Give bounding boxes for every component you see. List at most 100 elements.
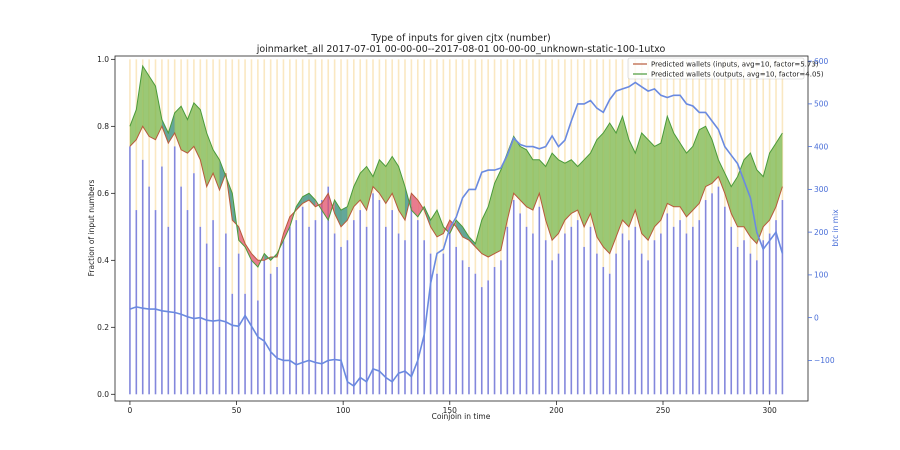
bar <box>768 233 771 395</box>
outputs-line <box>129 64 783 268</box>
fill-segment <box>731 176 738 227</box>
fill-segment <box>718 159 725 194</box>
y-axis-left: 0.0 0.2 0.4 0.6 0.8 1.0 <box>97 55 115 399</box>
bar <box>263 260 266 395</box>
bar-top <box>455 59 457 247</box>
bar <box>679 220 681 395</box>
bar <box>385 226 387 395</box>
y-axis-right: −100 0 100 200 300 400 500 600 <box>808 57 835 365</box>
bar <box>429 253 432 395</box>
fill-segment <box>552 153 559 241</box>
y2-tick-label: 600 <box>814 57 829 66</box>
fill-segment <box>539 159 546 221</box>
bar-top <box>544 59 547 241</box>
bar-top <box>500 59 502 261</box>
bar-top <box>282 59 285 241</box>
bar-top <box>423 59 425 241</box>
bar-top <box>301 59 304 207</box>
x-tick-label: 250 <box>656 406 671 415</box>
bar <box>583 246 585 395</box>
bar <box>480 287 483 395</box>
bar <box>154 210 157 395</box>
bar <box>589 226 592 395</box>
bar <box>647 260 649 395</box>
fill-segment <box>251 253 258 268</box>
fill-segment <box>622 116 629 227</box>
bar <box>436 273 438 395</box>
bar <box>749 253 752 395</box>
bar-top <box>353 59 355 221</box>
fill-segment <box>520 146 527 207</box>
bar-top <box>346 59 349 241</box>
inputs-line <box>129 125 783 261</box>
legend: Predicted wallets (inputs, avg=10, facto… <box>627 57 824 80</box>
y2-axis-label: btc in mix <box>831 209 840 247</box>
fill-segment <box>648 139 655 241</box>
y2-tick-label: 300 <box>814 185 829 194</box>
bar <box>608 273 611 395</box>
bar <box>704 200 707 395</box>
bar-top <box>244 59 246 294</box>
fill-segment <box>264 253 271 261</box>
bar <box>640 253 643 395</box>
bar-top <box>570 59 573 227</box>
bar <box>736 246 739 395</box>
fill-segment <box>590 139 597 237</box>
bar <box>474 273 477 395</box>
bar <box>321 200 323 395</box>
fill-segment <box>193 102 201 160</box>
y-tick-label: 0.6 <box>97 189 109 198</box>
fill-segment <box>577 159 585 227</box>
bar <box>487 280 489 395</box>
bar <box>634 226 637 395</box>
bar-top <box>321 59 323 201</box>
fill-segment <box>379 159 386 204</box>
fill-segment <box>347 186 354 221</box>
bar <box>493 267 496 395</box>
lines-layer <box>129 64 784 388</box>
fill-segment <box>513 136 521 201</box>
bar <box>692 226 694 395</box>
fill-segment <box>334 200 342 227</box>
bar <box>557 253 560 395</box>
bar <box>576 220 579 395</box>
bar-top <box>461 59 464 261</box>
bar <box>781 200 784 395</box>
bar <box>525 226 528 395</box>
bar <box>257 300 259 395</box>
bar <box>314 220 317 395</box>
bar <box>180 186 182 395</box>
bar <box>365 226 368 395</box>
bar <box>564 233 566 395</box>
bar-top <box>263 59 266 261</box>
x-axis: 0 50 100 150 200 250 300 <box>128 401 777 415</box>
y2-tick-label: 500 <box>814 100 829 109</box>
fill-segment <box>609 122 617 254</box>
bar <box>231 293 234 395</box>
legend-box <box>627 57 805 80</box>
y2-tick-label: 100 <box>814 271 829 280</box>
y-tick-label: 0.4 <box>97 256 109 265</box>
bar-top <box>161 59 163 167</box>
bar-top <box>685 59 688 234</box>
bar <box>359 210 362 395</box>
y-axis-label: Fraction of input numbers <box>87 180 96 277</box>
bar-top <box>474 59 477 274</box>
bar <box>129 146 131 395</box>
bar <box>141 159 144 395</box>
bar <box>538 206 541 395</box>
bar-top <box>429 59 432 254</box>
bar-top <box>327 59 330 187</box>
bar-top <box>506 59 509 227</box>
bar <box>448 233 451 395</box>
bar <box>135 210 138 395</box>
bar <box>621 233 624 395</box>
fill-segment <box>558 159 565 234</box>
bar <box>615 253 617 395</box>
bar <box>775 220 777 395</box>
fill-segment <box>526 149 533 211</box>
bar <box>570 226 573 395</box>
y2-tick-label: −100 <box>814 356 835 365</box>
bar <box>269 273 272 395</box>
fill-segment <box>213 149 220 190</box>
